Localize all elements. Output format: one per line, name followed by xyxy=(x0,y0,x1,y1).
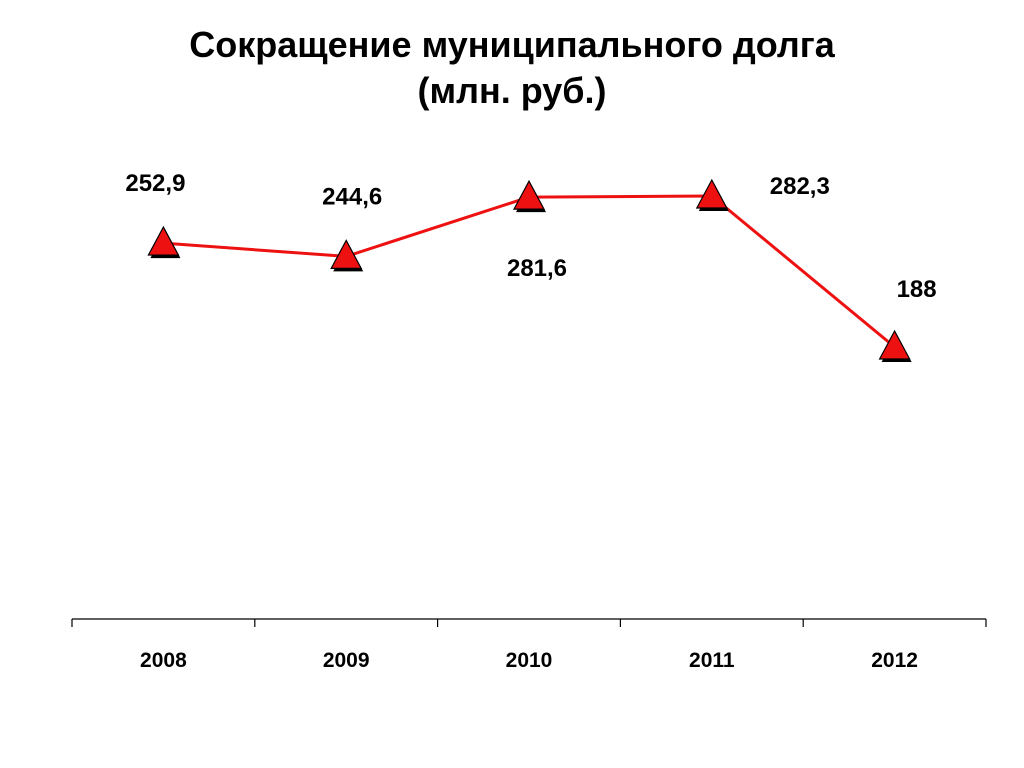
data-point-marker xyxy=(147,225,181,259)
x-tick-label: 2009 xyxy=(323,649,370,672)
x-tick-label: 2011 xyxy=(689,649,735,672)
x-tick-label: 2010 xyxy=(506,649,553,672)
chart-subtitle: (млн. руб.) xyxy=(417,70,607,111)
data-point-marker xyxy=(330,239,364,272)
x-tick-label: 2008 xyxy=(140,649,187,672)
data-label: 252,9 xyxy=(125,170,185,197)
data-label: 188 xyxy=(897,276,937,303)
chart-title: Сокращение муниципального долга xyxy=(189,24,835,65)
data-point-marker xyxy=(512,179,546,213)
marker-layer xyxy=(147,178,912,362)
data-label-layer: 252,9 244,6 281,6 282,3 188 xyxy=(125,170,936,303)
chart-title-block: Сокращение муниципального долга (млн. ру… xyxy=(0,22,1024,114)
data-label: 282,3 xyxy=(770,173,830,200)
data-label: 281,6 xyxy=(507,255,567,282)
x-tick-label: 2012 xyxy=(871,649,918,672)
data-label: 244,6 xyxy=(322,183,382,210)
x-axis: 2008 2009 2010 2011 2012 xyxy=(71,618,987,672)
data-point-marker xyxy=(878,329,912,362)
data-point-marker xyxy=(695,178,729,211)
